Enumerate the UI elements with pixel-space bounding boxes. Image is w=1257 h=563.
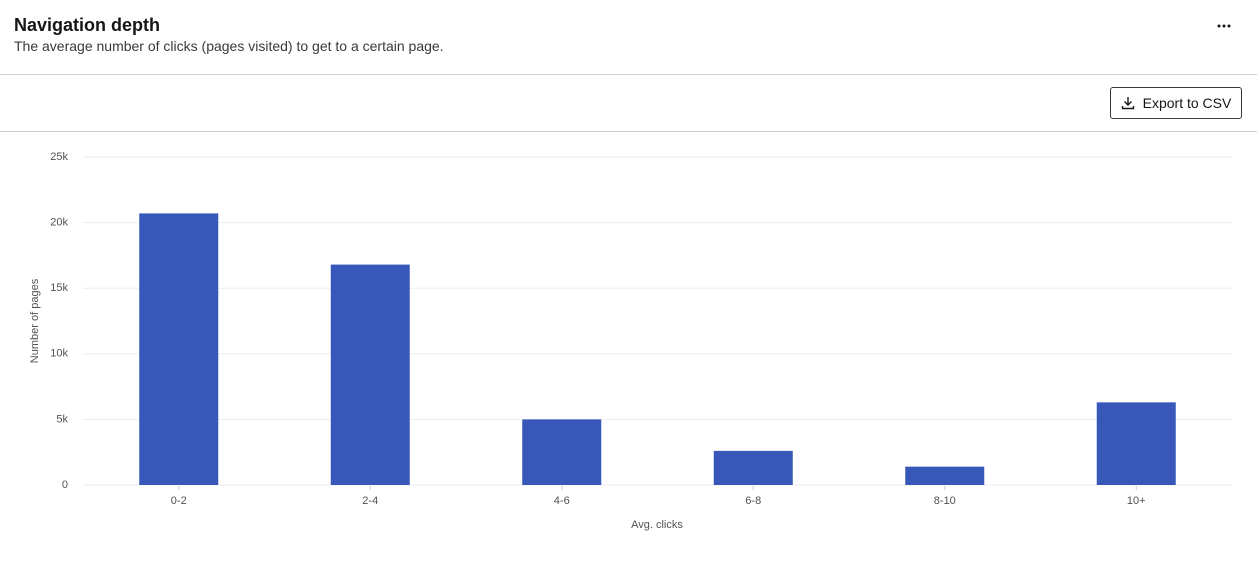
panel-title: Navigation depth [14, 15, 161, 35]
y-tick-label: 25k [50, 151, 68, 163]
bar [522, 419, 602, 485]
download-icon [1121, 97, 1134, 110]
export-label: Export to CSV [1142, 95, 1232, 111]
x-axis-label: Avg. clicks [631, 519, 683, 531]
divider [0, 74, 1257, 75]
x-tick-label: 2-4 [362, 495, 378, 507]
x-tick-label: 6-8 [745, 495, 761, 507]
x-tick-label: 8-10 [934, 495, 956, 507]
bar [713, 450, 793, 485]
bar [139, 213, 219, 485]
bar [330, 264, 410, 485]
bar [1096, 402, 1176, 485]
x-tick-label: 10+ [1127, 495, 1146, 507]
export-button[interactable]: Export to CSV [1110, 87, 1242, 119]
y-axis-label: Number of pages [29, 278, 41, 363]
divider [0, 131, 1257, 132]
panel-subtitle: The average number of clicks (pages visi… [14, 38, 444, 54]
y-tick-label: 15k [50, 282, 68, 294]
y-tick-label: 10k [50, 348, 68, 360]
x-tick-label: 0-2 [171, 495, 187, 507]
x-tick-label: 4-6 [554, 495, 570, 507]
bar [905, 466, 985, 485]
y-tick-label: 20k [50, 217, 68, 229]
chart: Number of pages Avg. clicks 0 5k 10k 15k 20k… [29, 151, 1232, 531]
overflow-menu[interactable] [1216, 20, 1232, 32]
y-tick-label: 5k [56, 413, 68, 425]
y-tick-label: 0 [62, 479, 68, 491]
